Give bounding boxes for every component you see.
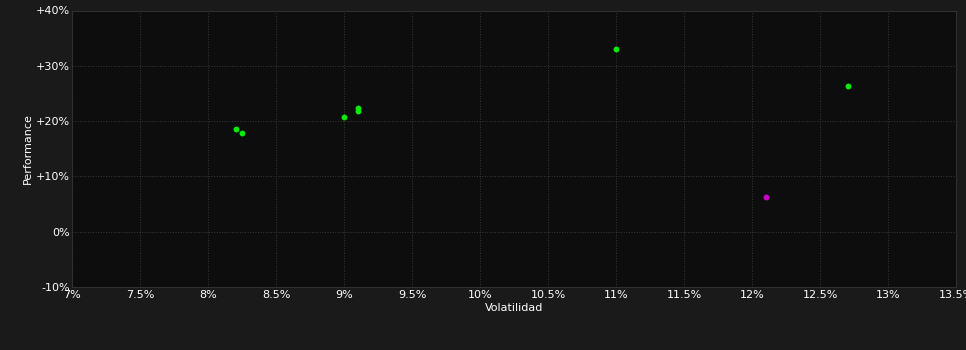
Y-axis label: Performance: Performance: [23, 113, 33, 184]
Point: [351, 108, 366, 114]
Point: [228, 127, 243, 132]
Point: [351, 105, 366, 111]
Point: [235, 131, 250, 136]
Point: [609, 47, 624, 52]
X-axis label: Volatilidad: Volatilidad: [485, 302, 544, 313]
Point: [839, 83, 855, 89]
Point: [758, 194, 774, 199]
Point: [337, 114, 353, 119]
